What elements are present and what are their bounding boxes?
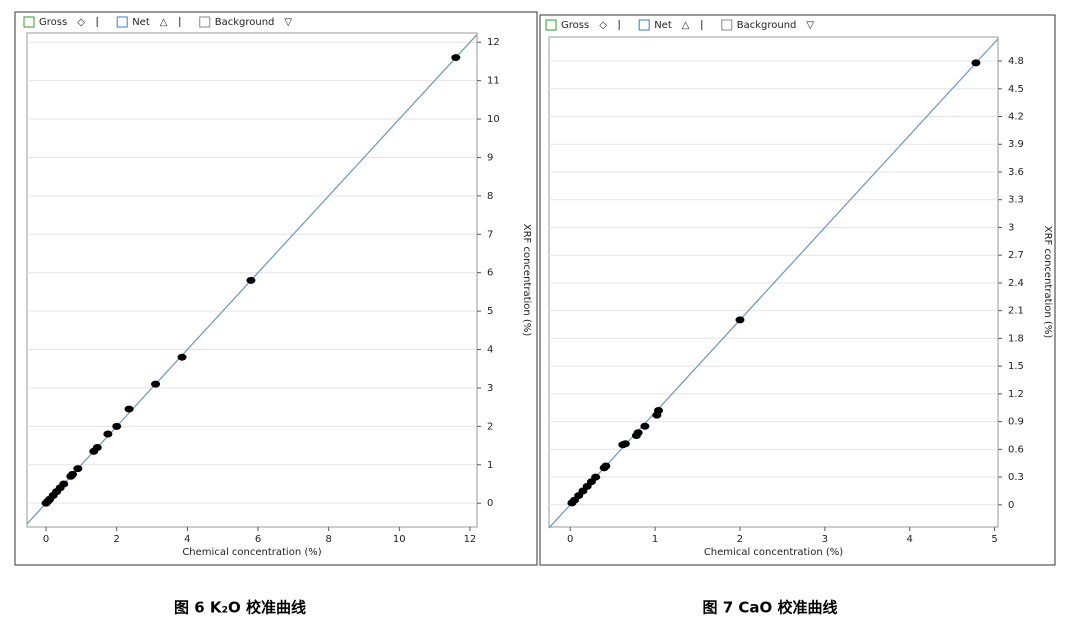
- legend-swatch[interactable]: [638, 19, 650, 31]
- x-tick-label: 8: [325, 534, 331, 545]
- y-tick-label: 3: [1008, 222, 1014, 233]
- y-tick-label: 6: [487, 268, 493, 279]
- legend-swatch[interactable]: [545, 19, 557, 31]
- y-tick-label: 3.9: [1008, 139, 1024, 150]
- figure-caption: 图 7 CaO 校准曲线: [703, 599, 838, 617]
- legend-symbol: ▽: [284, 17, 292, 28]
- data-point: [59, 480, 69, 488]
- data-point: [601, 462, 611, 470]
- y-tick-label: 2.1: [1008, 306, 1024, 317]
- legend-label[interactable]: Net: [654, 20, 672, 31]
- data-point: [451, 54, 461, 62]
- x-tick-label: 1: [652, 534, 658, 545]
- y-tick-label: 2.4: [1008, 278, 1024, 289]
- data-point: [633, 429, 643, 437]
- legend-swatch[interactable]: [23, 16, 35, 28]
- y-tick-label: 5: [487, 306, 493, 317]
- y-tick-label: 0.9: [1008, 417, 1024, 428]
- x-tick-label: 4: [907, 534, 913, 545]
- data-point: [73, 465, 83, 473]
- data-point: [92, 443, 102, 451]
- legend-swatch[interactable]: [199, 16, 211, 28]
- data-point: [124, 405, 134, 413]
- data-point: [640, 422, 650, 430]
- legend-label[interactable]: Gross: [39, 17, 67, 28]
- legend-symbol: △: [682, 20, 690, 31]
- legend-label[interactable]: Background: [215, 17, 275, 28]
- y-tick-label: 4.8: [1008, 56, 1024, 67]
- legend-symbol: △: [160, 17, 168, 28]
- y-tick-label: 2.7: [1008, 250, 1024, 261]
- legend-symbol: ◇: [599, 20, 607, 31]
- y-tick-label: 7: [487, 229, 493, 240]
- legend-swatch[interactable]: [721, 19, 733, 31]
- y-axis-label: XRF concentration (%): [1042, 226, 1053, 339]
- x-tick-label: 2: [737, 534, 743, 545]
- y-tick-label: 2: [487, 421, 493, 432]
- y-tick-label: 3.3: [1008, 195, 1024, 206]
- x-tick-label: 5: [991, 534, 997, 545]
- x-tick-label: 6: [255, 534, 261, 545]
- data-point: [246, 276, 256, 284]
- x-tick-label: 12: [464, 534, 477, 545]
- legend-label[interactable]: Gross: [561, 20, 589, 31]
- plot-frame: [548, 36, 999, 528]
- y-tick-label: 4.2: [1008, 112, 1024, 123]
- y-tick-label: 1.5: [1008, 361, 1024, 372]
- y-tick-label: 4.5: [1008, 84, 1024, 95]
- legend-label[interactable]: Net: [132, 17, 150, 28]
- legend-swatch[interactable]: [116, 16, 128, 28]
- data-point: [653, 407, 663, 415]
- y-tick-label: 12: [487, 37, 500, 48]
- data-point: [620, 440, 630, 448]
- data-point: [112, 422, 122, 430]
- y-tick-label: 3: [487, 383, 493, 394]
- y-tick-label: 1.2: [1008, 389, 1024, 400]
- y-tick-label: 1.8: [1008, 333, 1024, 344]
- legend-symbol: ▽: [806, 20, 814, 31]
- data-point: [971, 59, 981, 67]
- data-point: [103, 430, 113, 438]
- y-tick-label: 0.6: [1008, 444, 1024, 455]
- legend-label[interactable]: Background: [737, 20, 797, 31]
- y-axis-label: XRF concentration (%): [521, 224, 532, 337]
- y-tick-label: 4: [487, 345, 493, 356]
- x-axis-label: Chemical concentration (%): [182, 547, 321, 558]
- y-tick-label: 0: [487, 498, 493, 509]
- data-point: [151, 380, 161, 388]
- y-tick-label: 9: [487, 152, 493, 163]
- y-tick-label: 0.3: [1008, 472, 1024, 483]
- x-axis-label: Chemical concentration (%): [704, 547, 843, 558]
- data-point: [68, 470, 78, 478]
- x-tick-label: 2: [114, 534, 120, 545]
- x-tick-label: 4: [184, 534, 190, 545]
- y-tick-label: 11: [487, 76, 500, 87]
- x-tick-label: 10: [393, 534, 406, 545]
- data-point: [177, 353, 187, 361]
- y-tick-label: 1: [487, 460, 493, 471]
- y-tick-label: 0: [1008, 500, 1014, 511]
- legend-symbol: ◇: [77, 17, 85, 28]
- y-tick-label: 8: [487, 191, 493, 202]
- data-point: [735, 316, 745, 324]
- x-tick-label: 3: [822, 534, 828, 545]
- y-tick-label: 10: [487, 114, 500, 125]
- x-tick-label: 0: [567, 534, 573, 545]
- data-point: [591, 473, 601, 481]
- y-tick-label: 3.6: [1008, 167, 1024, 178]
- figure-caption: 图 6 K₂O 校准曲线: [174, 599, 306, 617]
- x-tick-label: 0: [43, 534, 49, 545]
